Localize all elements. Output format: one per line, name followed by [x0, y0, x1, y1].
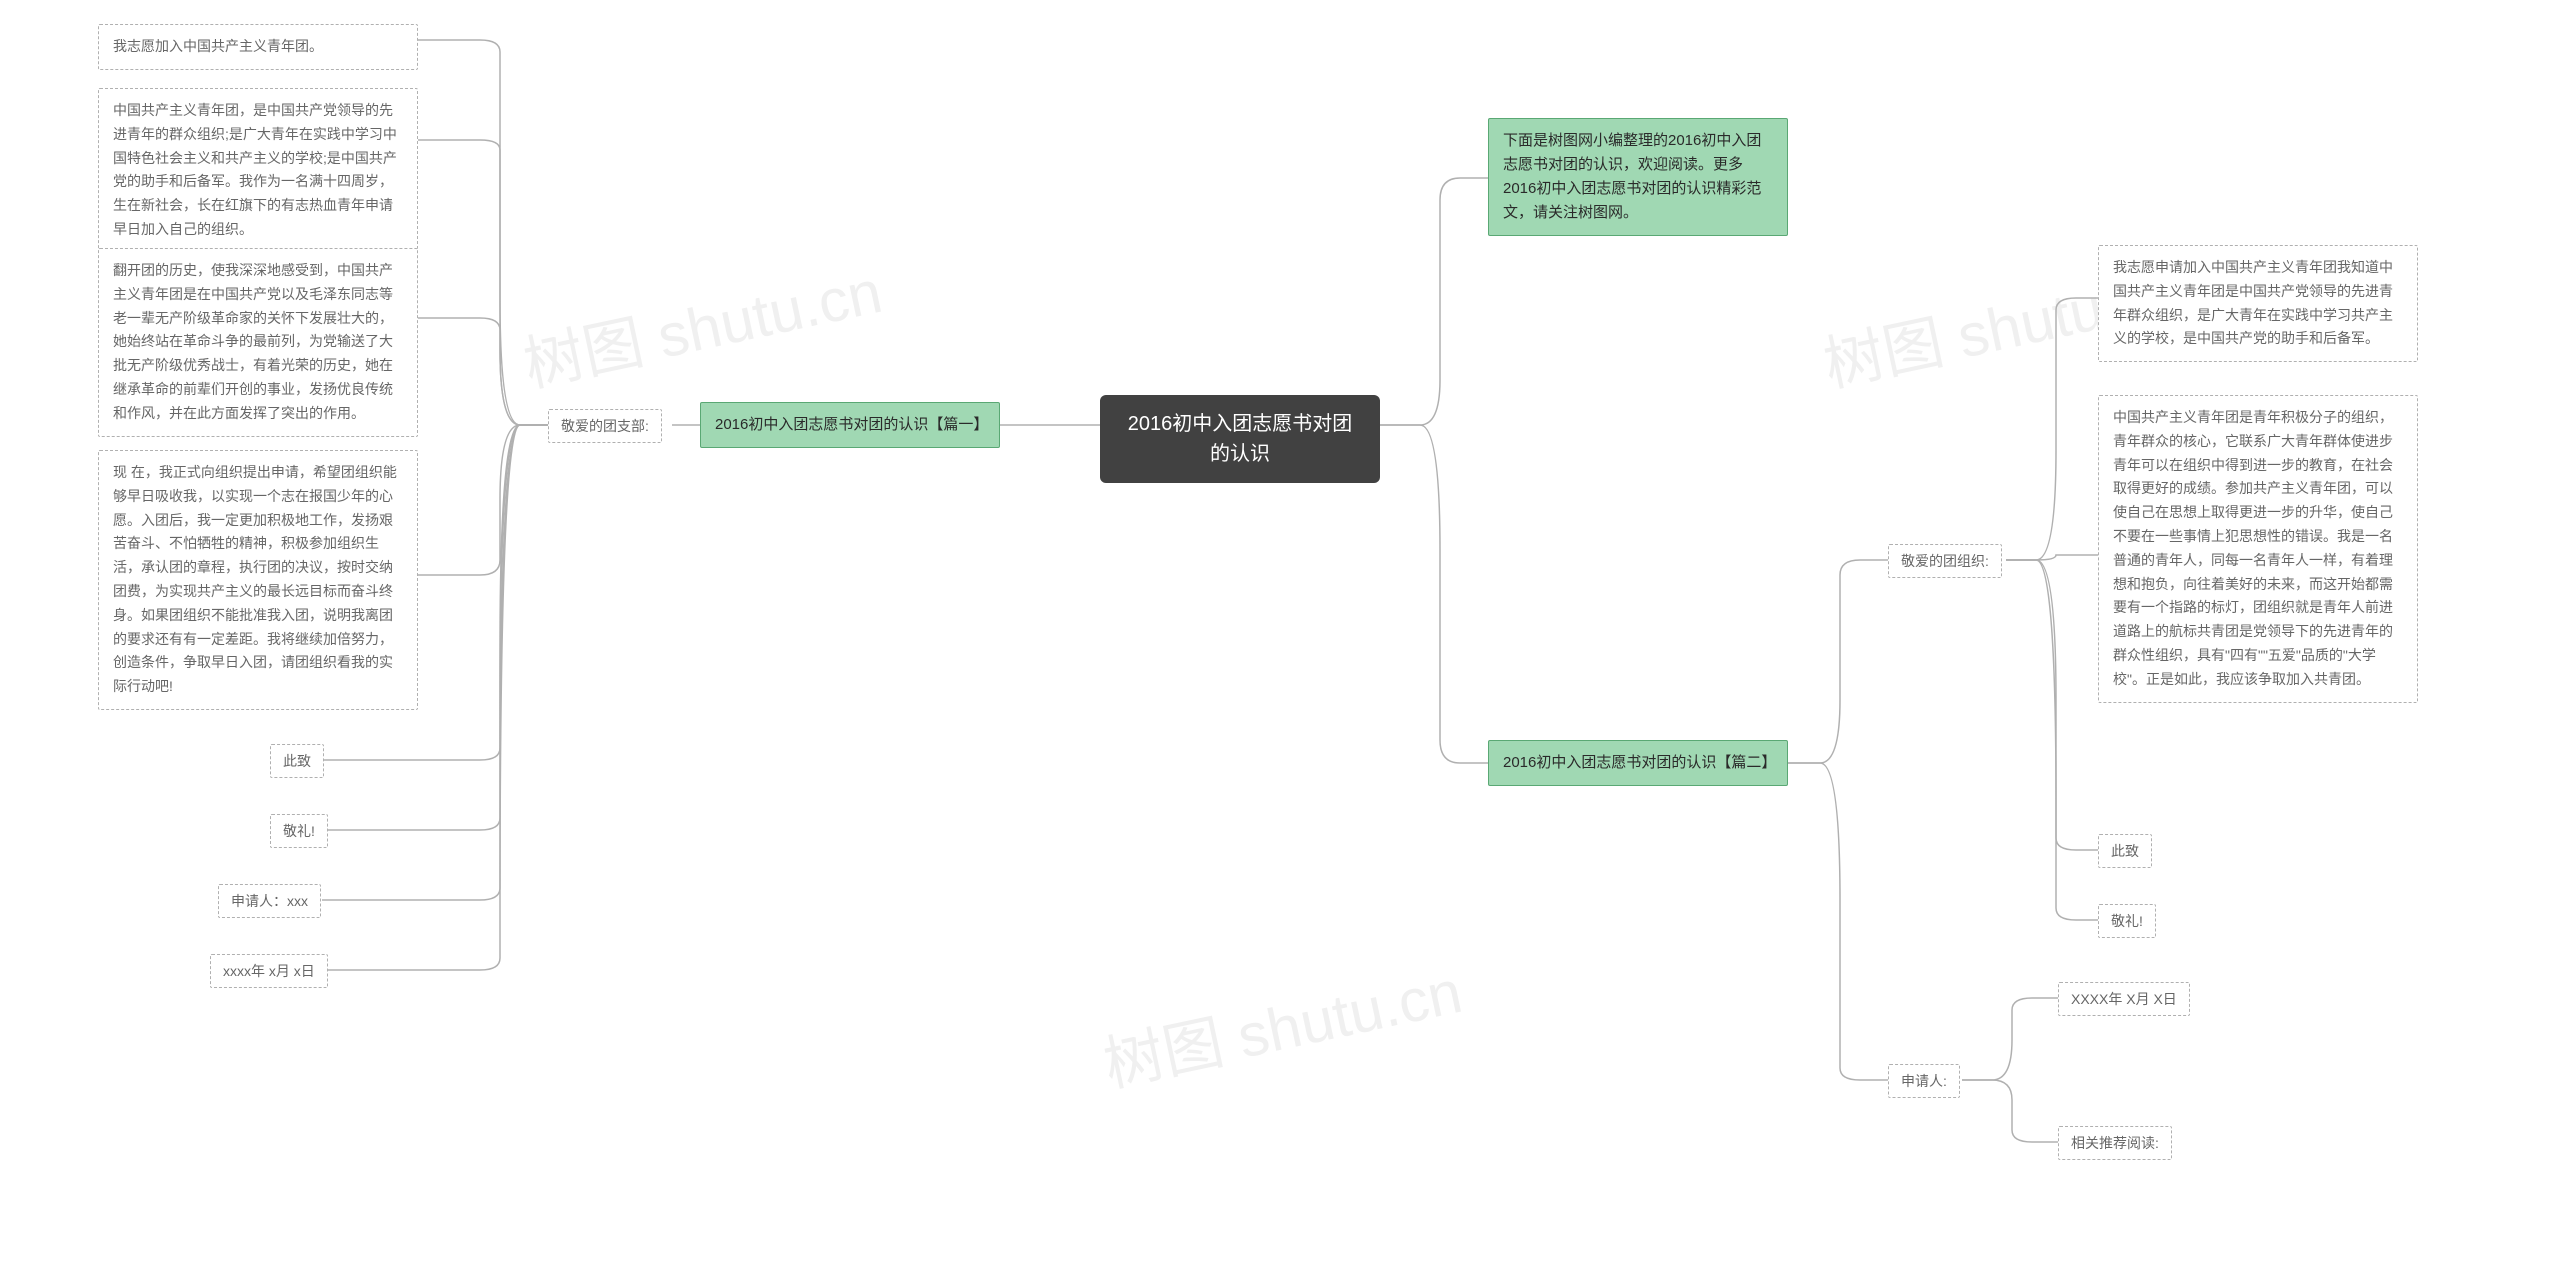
sub1-para1-text: 我志愿申请加入中国共产主义青年团我知道中国共产主义青年团是中国共产党领导的先进青…	[2113, 259, 2393, 346]
sub-para1: 我志愿加入中国共产主义青年团。	[98, 24, 418, 70]
sub1-t1: 此致	[2098, 834, 2152, 868]
sub1-label-text: 敬爱的团组织:	[1901, 553, 1989, 569]
root-title: 2016初中入团志愿书对团的认识	[1128, 413, 1353, 465]
section2-node: 2016初中入团志愿书对团的认识【篇二】	[1488, 740, 1788, 786]
sub-para3-text: 翻开团的历史，使我深深地感受到，中国共产主义青年团是在中国共产党以及毛泽东同志等…	[113, 262, 393, 421]
sub2-t1: XXXX年 X月 X日	[2058, 982, 2190, 1016]
sub1-para1: 我志愿申请加入中国共产主义青年团我知道中国共产主义青年团是中国共产党领导的先进青…	[2098, 245, 2418, 362]
sub-t4: xxxx年 x月 x日	[210, 954, 328, 988]
section1-title: 2016初中入团志愿书对团的认识【篇一】	[715, 416, 988, 433]
sub-para1-text: 我志愿加入中国共产主义青年团。	[113, 38, 323, 54]
sub2-t2: 相关推荐阅读:	[2058, 1126, 2172, 1160]
sub1-t2: 敬礼!	[2098, 904, 2156, 938]
sub-t3: 申请人：xxx	[218, 884, 321, 918]
sub1-t1-text: 此致	[2111, 843, 2139, 859]
sub-para2-text: 中国共产主义青年团，是中国共产党领导的先进青年的群众组织;是广大青年在实践中学习…	[113, 102, 397, 237]
sub-t2: 敬礼!	[270, 814, 328, 848]
sub-t1-text: 此致	[283, 753, 311, 769]
section2-title: 2016初中入团志愿书对团的认识【篇二】	[1503, 754, 1776, 771]
sub-t2-text: 敬礼!	[283, 823, 315, 839]
sub-label-text: 敬爱的团支部:	[561, 418, 649, 434]
sub2-label-text: 申请人:	[1901, 1073, 1947, 1089]
section2-sub1-label: 敬爱的团组织:	[1888, 544, 2002, 578]
sub1-para2-text: 中国共产主义青年团是青年积极分子的组织，青年群众的核心，它联系广大青年群体使进步…	[2113, 409, 2393, 687]
sub-t3-text: 申请人：xxx	[231, 893, 308, 909]
sub-para4: 现 在，我正式向组织提出申请，希望团组织能够早日吸收我，以实现一个志在报国少年的…	[98, 450, 418, 710]
watermark: 树图 shutu.cn	[1095, 943, 1469, 1104]
sub-t1: 此致	[270, 744, 324, 778]
section1-sub-label: 敬爱的团支部:	[548, 409, 662, 443]
sub2-t1-text: XXXX年 X月 X日	[2071, 991, 2177, 1007]
root-node: 2016初中入团志愿书对团的认识	[1100, 395, 1380, 483]
section2-sub2-label: 申请人:	[1888, 1064, 1960, 1098]
sub-t4-text: xxxx年 x月 x日	[223, 963, 315, 979]
sub-para4-text: 现 在，我正式向组织提出申请，希望团组织能够早日吸收我，以实现一个志在报国少年的…	[113, 464, 397, 694]
watermark: 树图 shutu.cn	[515, 243, 889, 404]
sub-para3: 翻开团的历史，使我深深地感受到，中国共产主义青年团是在中国共产党以及毛泽东同志等…	[98, 248, 418, 437]
intro-node: 下面是树图网小编整理的2016初中入团志愿书对团的认识，欢迎阅读。更多2016初…	[1488, 118, 1788, 236]
intro-text: 下面是树图网小编整理的2016初中入团志愿书对团的认识，欢迎阅读。更多2016初…	[1503, 132, 1761, 221]
sub1-para2: 中国共产主义青年团是青年积极分子的组织，青年群众的核心，它联系广大青年群体使进步…	[2098, 395, 2418, 703]
sub2-t2-text: 相关推荐阅读:	[2071, 1135, 2159, 1151]
sub1-t2-text: 敬礼!	[2111, 913, 2143, 929]
section1-node: 2016初中入团志愿书对团的认识【篇一】	[700, 402, 1000, 448]
sub-para2: 中国共产主义青年团，是中国共产党领导的先进青年的群众组织;是广大青年在实践中学习…	[98, 88, 418, 253]
